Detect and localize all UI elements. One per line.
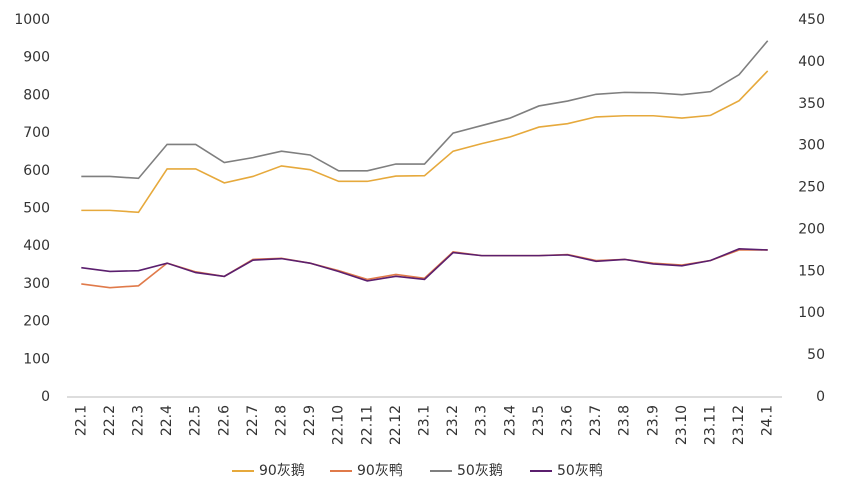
y-tick-label: 300 xyxy=(23,276,50,292)
y2-tick-label: 300 xyxy=(798,138,825,154)
y-tick-label: 900 xyxy=(23,50,50,66)
y2-tick-label: 450 xyxy=(798,12,825,28)
y2-tick-label: 150 xyxy=(798,263,825,279)
x-tick-label: 22.12 xyxy=(388,405,404,445)
x-tick-label: 23.11 xyxy=(703,405,719,445)
legend-label: 90灰鹅 xyxy=(259,462,305,479)
y-tick-label: 1000 xyxy=(14,12,50,28)
x-tick-label: 23.9 xyxy=(645,405,661,436)
series-line xyxy=(81,248,768,282)
y-tick-label: 600 xyxy=(23,163,50,179)
x-tick-label: 22.9 xyxy=(302,405,318,436)
y2-tick-label: 0 xyxy=(816,389,825,405)
x-tick-label: 23.3 xyxy=(474,405,490,436)
y2-tick-label: 400 xyxy=(798,54,825,70)
x-tick-label: 23.12 xyxy=(731,405,747,445)
x-tick-label: 22.2 xyxy=(102,405,118,436)
y-tick-label: 800 xyxy=(23,87,50,103)
series-line xyxy=(81,40,769,180)
x-tick-label: 22.5 xyxy=(188,405,204,436)
legend-label: 90灰鸭 xyxy=(357,463,403,479)
y2-tick-label: 350 xyxy=(798,96,825,112)
x-tick-label: 22.6 xyxy=(216,405,232,436)
x-tick-label: 22.11 xyxy=(359,405,375,445)
y-tick-label: 100 xyxy=(23,351,50,367)
x-tick-label: 23.7 xyxy=(588,405,604,436)
x-tick-label: 22.1 xyxy=(73,405,89,436)
y2-tick-label: 50 xyxy=(807,347,825,363)
x-tick-label: 23.8 xyxy=(617,405,633,436)
legend-label: 50灰鸭 xyxy=(557,463,603,479)
x-tick-label: 22.7 xyxy=(245,405,261,436)
y-tick-label: 500 xyxy=(23,201,50,217)
x-tick-label: 23.1 xyxy=(417,405,433,436)
x-tick-label: 22.4 xyxy=(159,405,175,436)
x-tick-label: 23.6 xyxy=(560,405,576,436)
y-tick-label: 200 xyxy=(23,314,50,330)
x-tick-label: 22.3 xyxy=(131,405,147,436)
x-tick-label: 23.4 xyxy=(502,405,518,436)
y2-tick-label: 250 xyxy=(798,180,825,196)
y-tick-label: 700 xyxy=(23,125,50,141)
y-tick-label: 0 xyxy=(41,389,50,405)
series-line xyxy=(81,70,769,214)
x-tick-label: 22.8 xyxy=(274,405,290,436)
x-tick-label: 23.10 xyxy=(674,405,690,445)
legend-label: 50灰鹅 xyxy=(457,462,503,479)
x-tick-label: 22.10 xyxy=(331,405,347,445)
y-tick-label: 400 xyxy=(23,238,50,254)
x-tick-label: 23.2 xyxy=(445,405,461,436)
x-tick-label: 23.5 xyxy=(531,405,547,436)
y2-tick-label: 100 xyxy=(798,305,825,321)
x-tick-label: 24.1 xyxy=(760,405,776,436)
y2-tick-label: 200 xyxy=(798,221,825,237)
